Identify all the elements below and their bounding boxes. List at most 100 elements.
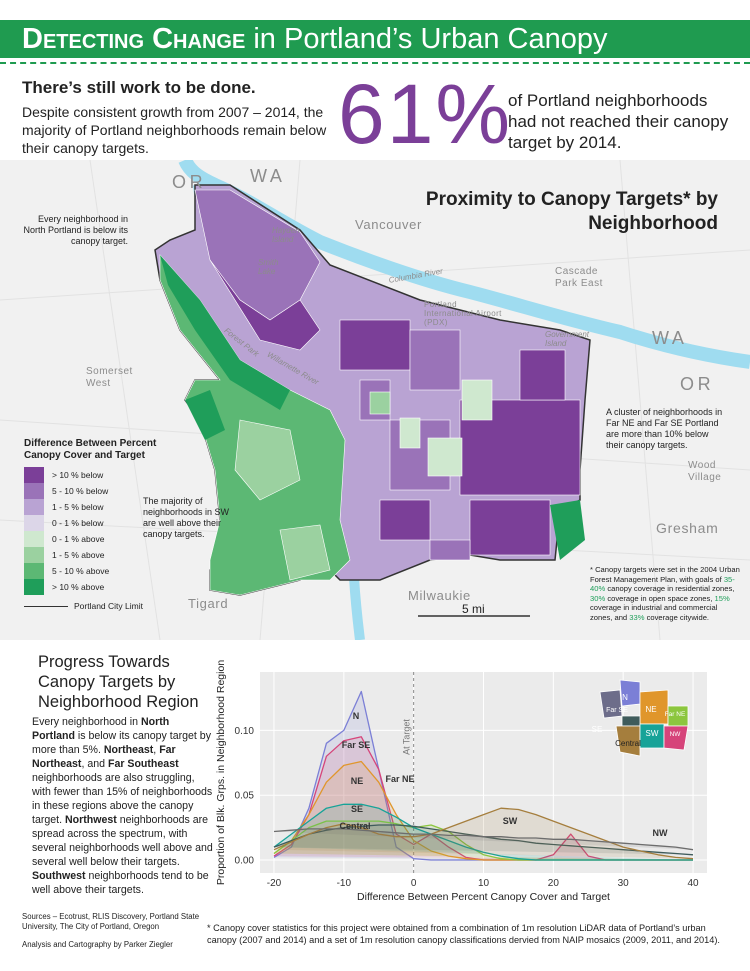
legend-swatch [24,563,44,579]
x-tick-label: 0 [411,878,417,889]
x-tick-label: -10 [337,878,352,889]
text-run: * Canopy targets were set in the 2004 Ur… [590,565,740,584]
legend-label: 0 - 1 % below [52,518,104,528]
text-run: Far Northeast [32,744,176,770]
map-title: Proximity to Canopy Targets* by Neighbor… [425,189,718,234]
map-label: WA [250,166,286,186]
density-curve [273,828,694,851]
legend-label: > 10 % below [52,470,104,480]
y-tick-label: 0.00 [235,856,255,867]
credit: Analysis and Cartography by Parker Ziegl… [22,940,173,949]
legend-item: 5 - 10 % above [24,563,184,579]
density-curve [273,803,693,861]
neighborhood [409,329,461,391]
inset-region [663,725,689,751]
scale-label: 5 mi [462,602,485,616]
text-run: coverage in open space zones, [605,593,715,603]
neighborhood [379,499,431,541]
text-run: 35-40% [590,574,735,594]
inset-region [615,725,641,757]
legend-label: > 10 % above [52,582,105,592]
curve-label: SE [351,804,363,814]
legend-item: > 10 % above [24,579,184,595]
map-label: Somerset West [86,366,133,389]
header-title: Detecting Change in Portland’s Urban Can… [22,22,607,56]
neighborhood [234,419,331,581]
text-run: Northwest [64,814,117,826]
neighborhood [519,349,566,401]
inset-label: SE [592,725,603,734]
map [0,160,750,640]
map-label: Milwaukie [408,588,471,603]
x-tick-label: 20 [548,878,560,889]
text-run: North Portland [32,716,170,742]
near-target [369,379,493,477]
text-run: neighborhoods tend to be well above thei… [32,870,209,896]
map-label: Hayden Island [272,226,300,245]
inset-region [621,715,641,727]
forest-park [160,255,290,410]
map-annotation: Every neighborhood in North Portland is … [23,214,128,246]
text-run: neighborhoods are spread across the spec… [32,814,213,868]
map-label: Vancouver [355,217,423,232]
legend-swatch [24,499,44,515]
y-tick-label: 0.10 [235,726,255,737]
map-label: Cascade Park East [555,266,603,289]
x-tick-label: -20 [267,878,282,889]
sources: Sources – Ecotrust, RLIS Discovery, Port… [22,912,200,931]
text-run: Northeast [103,744,154,756]
neighborhood [429,539,471,561]
map-label: Portland International Airport (PDX) [424,300,502,328]
legend-swatch [24,467,44,483]
map-label: Tigard [188,596,229,611]
density-chart: 0.00 0.05 0.10 -20 -10 0 10 20 30 40 Difference Be… [215,660,707,903]
inset-label: Central [615,739,641,748]
text-run: Every neighborhood in [32,716,141,728]
intro-heading: There’s still work to be done. [22,78,256,97]
text-run: Southwest [32,870,86,882]
footnote: * Canopy cover statistics for this proje… [207,923,720,945]
text-run: 33% [629,612,645,622]
legend-item: 1 - 5 % above [24,547,184,563]
inset-label: SW [646,729,659,738]
neighborhood [209,259,321,351]
legend-items: > 10 % below 5 - 10 % below 1 - 5 % below 0… [24,467,184,595]
neighborhood [461,379,493,421]
legend-label: 1 - 5 % above [52,550,105,560]
inset-map [599,679,689,757]
text-run: 15% [714,593,730,603]
legend-item: 1 - 5 % below [24,499,184,515]
x-tick-label: 10 [478,878,490,889]
legend-item: 0 - 1 % above [24,531,184,547]
text-run: Far Southeast [107,758,179,770]
legend-label: 5 - 10 % above [52,566,110,576]
intro-text: Despite consistent growth from 2007 – 20… [22,104,327,156]
map-label: Smith Lake [258,258,279,277]
inset-label: Far NE [665,711,686,718]
curve-label: Far SE [342,740,371,750]
map-label: WA [652,328,688,348]
neighborhood [469,499,551,556]
legend-label: 1 - 5 % below [52,502,104,512]
legend-item: > 10 % below [24,467,184,483]
curve-label: Central [339,821,370,831]
x-tick-label: 40 [687,878,699,889]
y-axis-label: Proportion of Blk. Grps. in Neighborhood… [215,660,227,885]
map-footnote: * Canopy targets were set in the 2004 Ur… [590,565,740,623]
header-bar [0,20,750,58]
header-rule [0,62,750,64]
inset-label: NE [645,705,656,714]
neighborhood [369,391,391,415]
text-run: , [153,744,160,756]
legend-boundary: Portland City Limit [24,601,184,611]
neighborhood [427,437,463,477]
x-tick-label: 30 [618,878,630,889]
map-annotation: The majority of neighborhoods in SW are … [143,496,230,539]
boundary-swatch [24,605,68,607]
map-label: Government Island [545,330,590,349]
map-label: Wood Village [688,460,722,483]
legend-swatch [24,483,44,499]
target-annotation: At Target [402,719,412,755]
